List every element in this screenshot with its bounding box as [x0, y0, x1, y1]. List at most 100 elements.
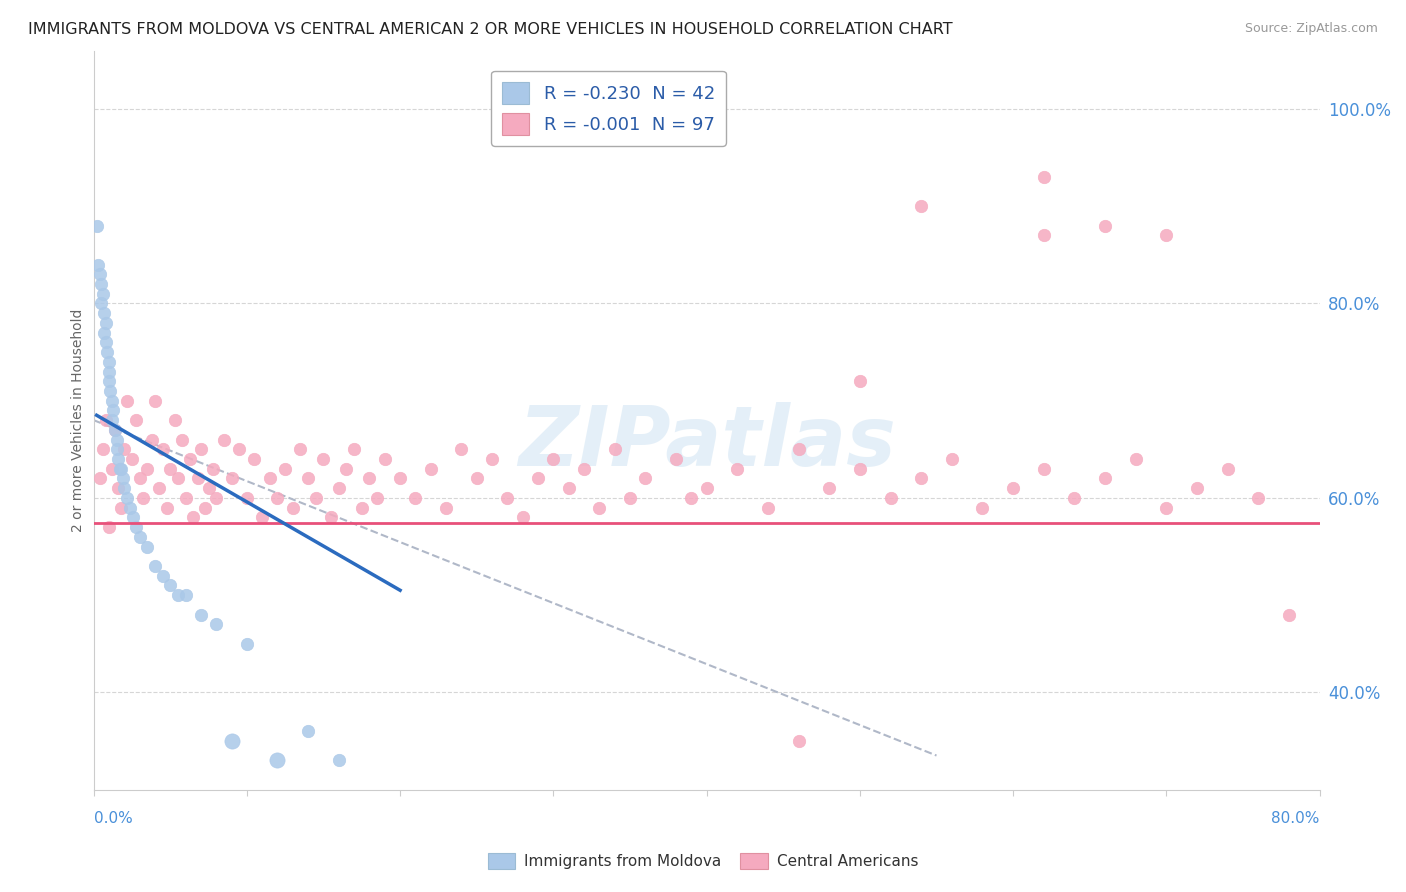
Point: [725, 461, 748, 475]
Point: [1247, 491, 1270, 505]
Point: [787, 734, 810, 748]
Point: [87, 258, 110, 272]
Point: [163, 413, 186, 427]
Point: [212, 433, 235, 447]
Legend: Immigrants from Moldova, Central Americans: Immigrants from Moldova, Central America…: [482, 847, 924, 875]
Text: 80.0%: 80.0%: [1271, 811, 1320, 826]
Point: [101, 413, 124, 427]
Point: [1063, 491, 1085, 505]
Point: [86, 219, 108, 233]
Point: [190, 442, 212, 457]
Point: [1002, 481, 1025, 495]
Point: [243, 452, 266, 467]
Point: [121, 452, 143, 467]
Point: [128, 471, 150, 485]
Point: [143, 393, 166, 408]
Point: [104, 423, 127, 437]
Point: [274, 461, 297, 475]
Point: [205, 491, 228, 505]
Point: [107, 452, 129, 467]
Point: [696, 481, 718, 495]
Point: [172, 433, 194, 447]
Point: [112, 442, 135, 457]
Point: [136, 461, 159, 475]
Point: [1094, 219, 1116, 233]
Point: [481, 452, 503, 467]
Point: [205, 617, 228, 632]
Point: [941, 452, 963, 467]
Point: [910, 199, 932, 213]
Point: [787, 442, 810, 457]
Point: [111, 471, 134, 485]
Point: [305, 491, 328, 505]
Point: [1032, 461, 1054, 475]
Point: [335, 461, 357, 475]
Point: [1032, 170, 1054, 185]
Point: [89, 268, 111, 282]
Point: [1185, 481, 1208, 495]
Point: [152, 442, 174, 457]
Point: [202, 461, 225, 475]
Point: [190, 607, 212, 622]
Point: [131, 491, 153, 505]
Point: [681, 491, 703, 505]
Point: [588, 500, 610, 515]
Point: [94, 413, 117, 427]
Point: [148, 481, 170, 495]
Point: [557, 481, 579, 495]
Point: [1216, 461, 1239, 475]
Point: [1032, 228, 1054, 243]
Point: [849, 374, 872, 388]
Point: [419, 461, 441, 475]
Point: [665, 452, 688, 467]
Point: [143, 558, 166, 573]
Point: [197, 481, 219, 495]
Point: [259, 471, 281, 485]
Point: [281, 500, 304, 515]
Point: [97, 520, 120, 534]
Point: [136, 540, 159, 554]
Point: [90, 296, 112, 310]
Point: [910, 471, 932, 485]
Point: [108, 461, 131, 475]
Text: 0.0%: 0.0%: [94, 811, 132, 826]
Point: [100, 384, 122, 398]
Point: [112, 481, 135, 495]
Point: [120, 500, 142, 515]
Point: [343, 442, 366, 457]
Point: [496, 491, 519, 505]
Point: [97, 374, 120, 388]
Point: [619, 491, 641, 505]
Point: [159, 578, 181, 592]
Point: [879, 491, 901, 505]
Point: [93, 326, 115, 340]
Point: [465, 471, 488, 485]
Point: [110, 500, 132, 515]
Point: [159, 461, 181, 475]
Point: [167, 588, 190, 602]
Point: [103, 403, 125, 417]
Point: [152, 568, 174, 582]
Point: [221, 471, 243, 485]
Point: [179, 452, 201, 467]
Point: [187, 471, 209, 485]
Point: [107, 481, 129, 495]
Point: [125, 413, 148, 427]
Point: [543, 452, 565, 467]
Point: [527, 471, 550, 485]
Point: [250, 510, 273, 524]
Y-axis label: 2 or more Vehicles in Household: 2 or more Vehicles in Household: [72, 309, 86, 532]
Point: [366, 491, 388, 505]
Point: [94, 335, 117, 350]
Point: [236, 637, 259, 651]
Point: [266, 753, 288, 767]
Legend: R = -0.230  N = 42, R = -0.001  N = 97: R = -0.230 N = 42, R = -0.001 N = 97: [491, 70, 725, 145]
Point: [117, 491, 139, 505]
Point: [434, 500, 457, 515]
Point: [512, 510, 534, 524]
Point: [328, 753, 350, 767]
Point: [321, 510, 343, 524]
Point: [110, 461, 132, 475]
Point: [389, 471, 412, 485]
Point: [1156, 500, 1178, 515]
